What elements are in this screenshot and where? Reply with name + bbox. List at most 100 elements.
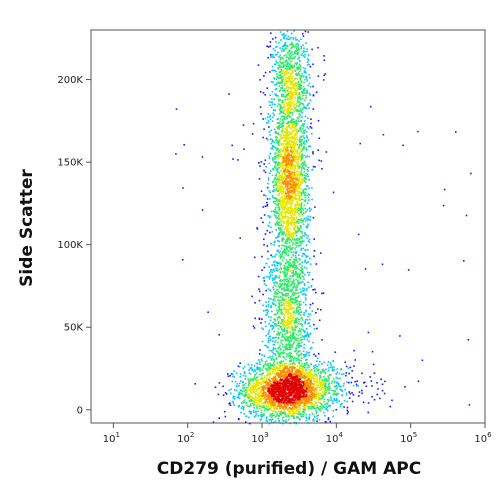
event-point <box>283 192 286 194</box>
event-point <box>286 324 289 326</box>
event-point <box>307 402 309 404</box>
event-point <box>267 113 269 115</box>
event-point <box>295 161 297 163</box>
event-point <box>269 118 272 120</box>
event-point <box>280 148 282 151</box>
event-point <box>278 245 280 247</box>
event-point <box>275 161 277 163</box>
event-point <box>309 318 311 321</box>
event-point <box>304 297 307 299</box>
event-point <box>308 405 310 408</box>
event-point <box>323 398 326 400</box>
event-point <box>305 210 307 213</box>
event-point <box>300 353 302 356</box>
event-point <box>296 132 299 135</box>
event-point <box>292 37 294 39</box>
event-point <box>277 51 279 54</box>
event-point <box>351 376 353 379</box>
event-point <box>297 406 300 408</box>
event-point <box>289 92 292 94</box>
event-point <box>296 122 298 125</box>
event-point <box>305 289 308 291</box>
event-point <box>300 336 302 339</box>
event-point <box>295 73 297 75</box>
event-point <box>321 363 323 365</box>
event-point <box>305 140 308 142</box>
event-point <box>288 72 290 74</box>
event-point <box>305 419 308 422</box>
event-point <box>280 224 283 226</box>
event-point <box>264 344 266 347</box>
event-point <box>290 133 293 135</box>
event-point <box>296 276 298 278</box>
event-point <box>282 250 285 252</box>
event-point <box>289 340 291 342</box>
event-point <box>281 193 283 196</box>
event-point <box>269 215 271 218</box>
event-point <box>284 191 287 193</box>
event-point <box>297 312 300 315</box>
event-point <box>271 190 274 192</box>
event-point <box>332 377 335 380</box>
event-point <box>290 251 293 254</box>
event-point <box>314 373 316 375</box>
event-point <box>253 403 255 406</box>
event-point <box>291 334 293 337</box>
event-point <box>314 402 317 405</box>
event-point <box>309 333 311 336</box>
event-point <box>304 30 307 33</box>
event-point <box>296 182 299 185</box>
event-point <box>302 413 305 415</box>
event-point <box>297 323 300 325</box>
event-point <box>327 417 330 419</box>
event-point <box>301 413 304 416</box>
event-point <box>283 330 286 332</box>
event-point <box>308 274 310 276</box>
event-point <box>284 44 286 47</box>
event-point <box>317 398 320 400</box>
event-point <box>287 269 289 272</box>
event-point <box>279 308 282 311</box>
event-point <box>256 228 259 230</box>
event-point <box>284 67 287 70</box>
event-point <box>259 386 262 389</box>
event-point <box>302 405 304 407</box>
event-point <box>306 61 309 64</box>
event-point <box>278 85 281 87</box>
event-point <box>285 343 287 346</box>
event-point <box>303 174 306 176</box>
event-point <box>269 319 272 321</box>
event-point <box>309 216 311 218</box>
event-point <box>301 90 303 93</box>
event-point <box>250 382 253 384</box>
event-point <box>338 372 341 375</box>
event-point <box>279 73 282 76</box>
event-point <box>284 345 287 348</box>
event-point <box>281 284 283 287</box>
event-point <box>345 392 348 394</box>
event-point <box>342 373 345 375</box>
event-point <box>250 392 252 394</box>
event-point <box>297 296 300 298</box>
event-point <box>306 173 309 176</box>
event-point <box>287 319 289 321</box>
event-point <box>270 170 272 172</box>
event-point <box>293 121 296 123</box>
event-point <box>293 193 295 195</box>
event-point <box>287 121 290 123</box>
event-point <box>289 301 291 303</box>
event-point <box>298 303 300 305</box>
event-point <box>260 416 263 418</box>
event-point <box>277 296 280 298</box>
event-point <box>305 309 307 312</box>
event-point <box>287 353 289 355</box>
event-point <box>268 276 270 278</box>
event-point <box>274 167 276 169</box>
event-point <box>266 116 269 119</box>
event-point <box>272 302 274 304</box>
event-point <box>297 66 300 68</box>
event-point <box>299 230 302 233</box>
event-point <box>321 292 323 295</box>
event-point <box>284 348 287 350</box>
event-point <box>314 288 316 291</box>
